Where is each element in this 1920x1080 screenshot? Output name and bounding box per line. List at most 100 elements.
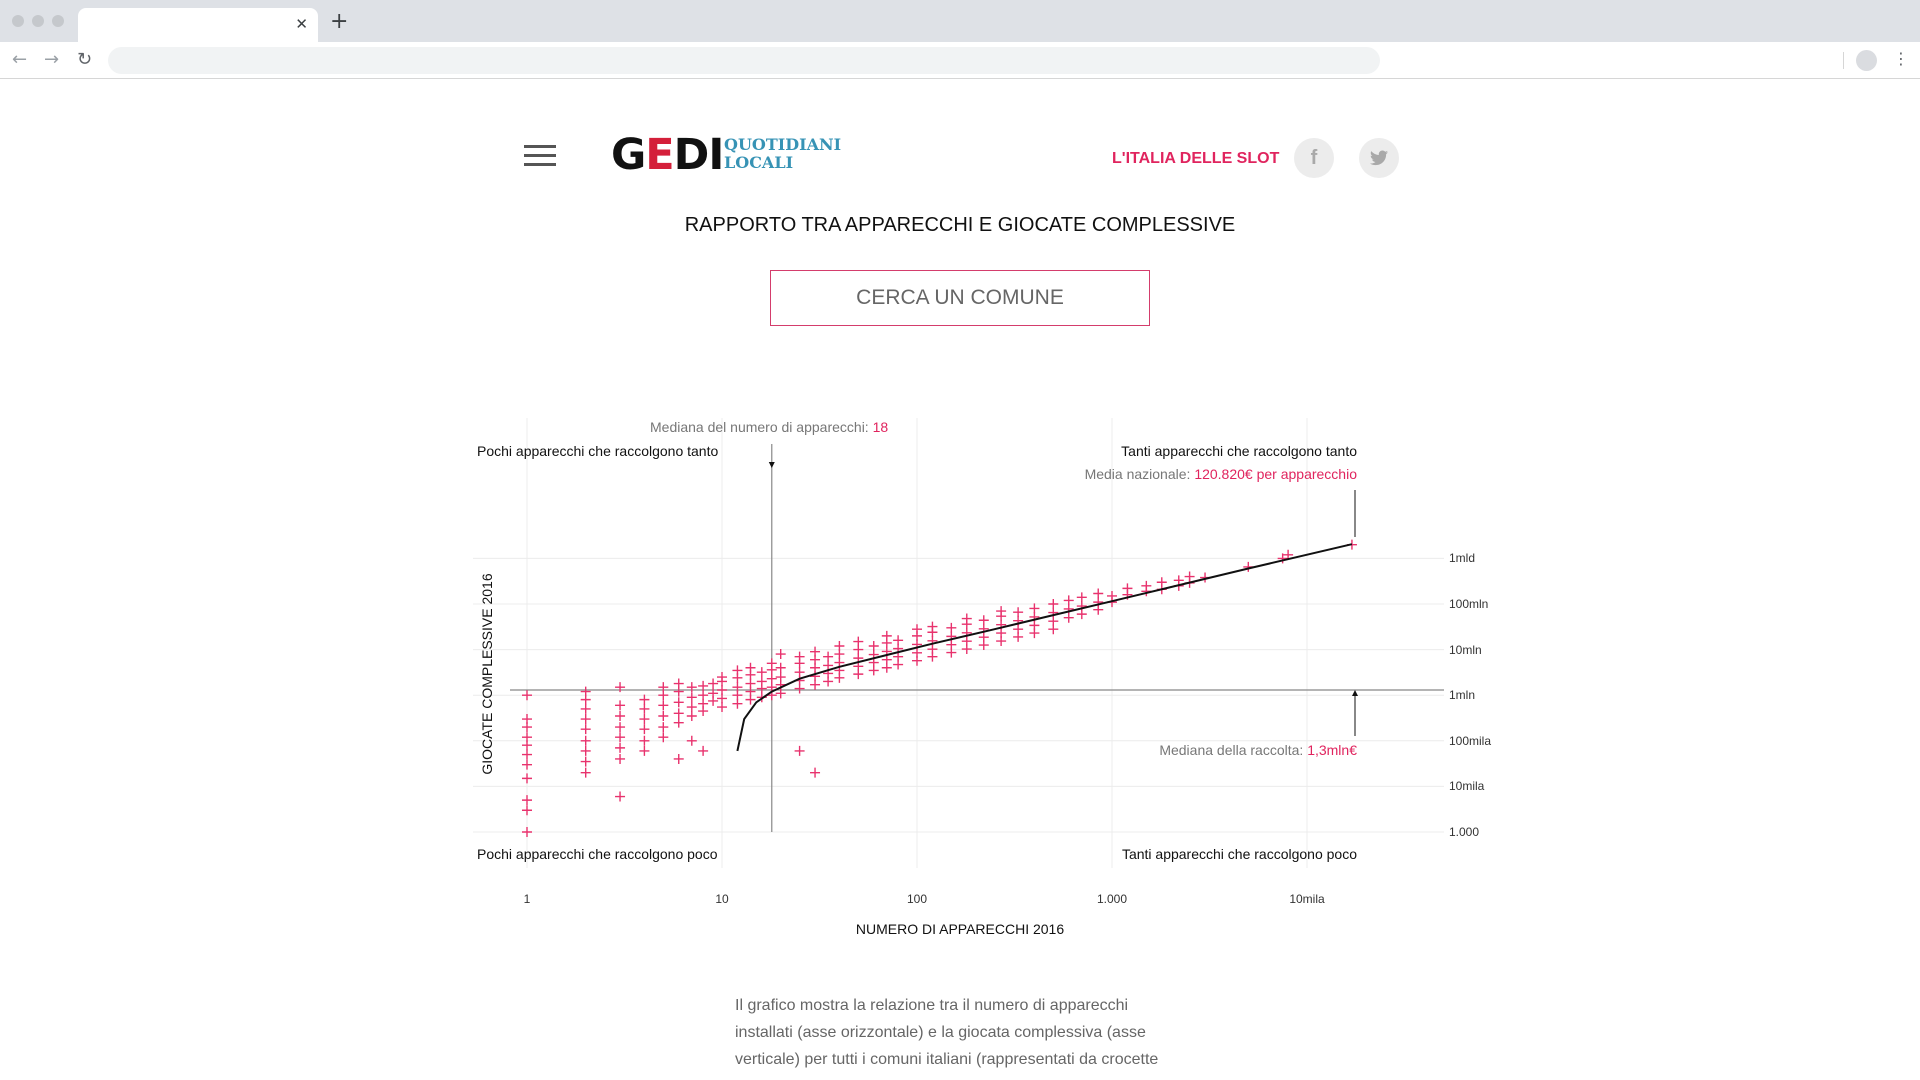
scatter-point bbox=[794, 683, 805, 694]
browser-menu-icon[interactable]: ⋮ bbox=[1893, 49, 1909, 68]
scatter-point bbox=[775, 662, 786, 673]
scatter-point bbox=[658, 700, 669, 711]
chart-description: Il grafico mostra la relazione tra il nu… bbox=[735, 997, 1159, 1068]
national-average-label: Media nazionale: bbox=[1084, 466, 1195, 482]
scatter-point bbox=[698, 745, 709, 756]
scatter-point bbox=[686, 682, 697, 693]
x-tick-label: 10 bbox=[715, 892, 729, 906]
scatter-point bbox=[522, 740, 532, 751]
scatter-point bbox=[1048, 599, 1059, 609]
scatter-point bbox=[868, 640, 879, 651]
scatter-point bbox=[708, 678, 719, 689]
new-tab-icon[interactable]: + bbox=[330, 9, 349, 34]
median-collection-arrow bbox=[1352, 690, 1358, 696]
scatter-point bbox=[868, 665, 879, 676]
reload-icon[interactable]: ↻ bbox=[77, 49, 93, 70]
scatter-point bbox=[522, 759, 532, 770]
logo-subtitle-line1: QUOTIDIANI bbox=[724, 135, 842, 154]
y-tick-label: 10mila bbox=[1449, 779, 1485, 794]
scatter-point bbox=[823, 676, 834, 687]
quadrant-top-right-label: Tanti apparecchi che raccolgono tanto bbox=[1121, 443, 1357, 459]
scatter-point bbox=[1076, 609, 1087, 620]
scatter-point bbox=[639, 735, 650, 746]
y-tick-label: 1mln bbox=[1449, 688, 1476, 703]
scatter-point bbox=[978, 615, 989, 626]
scatter-point bbox=[639, 694, 650, 705]
national-average-value: 120.820€ per apparecchio bbox=[1194, 466, 1357, 482]
profile-avatar-icon[interactable] bbox=[1856, 50, 1877, 71]
x-tick-label: 1.000 bbox=[1096, 892, 1128, 906]
facebook-share-button[interactable]: f bbox=[1294, 138, 1334, 178]
scatter-point bbox=[732, 690, 743, 701]
scatter-point bbox=[658, 682, 669, 693]
toolbar-divider bbox=[1843, 52, 1844, 69]
scatter-point bbox=[580, 735, 591, 746]
gedi-logo[interactable]: GEDI bbox=[611, 130, 724, 180]
median-devices-annotation: Mediana del numero di apparecchi: 18 bbox=[650, 418, 888, 436]
scatter-point bbox=[775, 649, 786, 660]
scatter-point bbox=[775, 688, 786, 699]
scatter-point bbox=[717, 702, 727, 713]
scatter-point bbox=[927, 651, 938, 662]
twitter-share-button[interactable] bbox=[1359, 138, 1399, 178]
scatter-point bbox=[580, 756, 591, 767]
scatter-point bbox=[1093, 588, 1104, 599]
search-municipality-button[interactable]: CERCA UN COMUNE bbox=[770, 270, 1150, 326]
scatter-point bbox=[834, 672, 845, 683]
scatter-point bbox=[717, 685, 727, 696]
scatter-point bbox=[978, 640, 989, 651]
window-close-dot[interactable] bbox=[12, 15, 24, 27]
x-tick-label: 10mila bbox=[1289, 892, 1325, 906]
scatter-point bbox=[794, 667, 805, 678]
scatter-point bbox=[893, 659, 904, 670]
quadrant-bottom-left-label: Pochi apparecchi che raccolgono poco bbox=[477, 846, 718, 862]
scatter-point bbox=[717, 672, 727, 683]
scatter-point bbox=[658, 722, 669, 733]
scatter-point bbox=[615, 742, 626, 753]
browser-tab[interactable]: ✕ bbox=[78, 8, 318, 42]
logo-subtitle-line2: LOCALI bbox=[724, 153, 794, 172]
median-devices-arrow bbox=[768, 462, 775, 468]
scatter-point bbox=[639, 703, 650, 714]
twitter-icon bbox=[1370, 150, 1388, 166]
forward-arrow-icon[interactable]: → bbox=[44, 49, 60, 70]
window-maximize-dot[interactable] bbox=[52, 15, 64, 27]
hamburger-menu-icon[interactable] bbox=[524, 145, 556, 167]
scatter-point bbox=[673, 753, 684, 764]
scatter-point bbox=[794, 745, 805, 756]
scatter-point bbox=[580, 767, 591, 778]
italia-delle-slot-link[interactable]: L'ITALIA DELLE SLOT bbox=[1112, 150, 1280, 167]
scatter-point bbox=[639, 724, 650, 735]
median-devices-value: 18 bbox=[872, 419, 889, 435]
window-minimize-dot[interactable] bbox=[32, 15, 44, 27]
page-title: RAPPORTO TRA APPARECCHI E GIOCATE COMPLE… bbox=[684, 214, 1236, 236]
scatter-point bbox=[615, 732, 626, 743]
scatter-point bbox=[1063, 595, 1074, 606]
address-bar[interactable] bbox=[108, 47, 1380, 74]
x-tick-label: 1 bbox=[523, 892, 531, 906]
scatter-point bbox=[522, 749, 532, 760]
scatter-point bbox=[686, 735, 697, 746]
back-arrow-icon[interactable]: ← bbox=[12, 49, 28, 70]
y-tick-label: 100mln bbox=[1449, 597, 1489, 611]
scatter-point bbox=[522, 722, 532, 733]
scatter-point bbox=[673, 678, 684, 689]
scatter-point bbox=[1029, 603, 1040, 614]
median-collection-annotation: Mediana della raccolta: 1,3mln€ bbox=[1159, 741, 1357, 759]
scatter-point bbox=[522, 805, 532, 816]
scatter-point bbox=[1013, 631, 1024, 642]
scatter-point bbox=[996, 636, 1007, 647]
scatter-point bbox=[686, 702, 697, 713]
scatter-point bbox=[893, 635, 904, 646]
national-average-annotation: Media nazionale: 120.820€ per apparecchi… bbox=[1085, 465, 1357, 483]
scatter-point bbox=[639, 745, 650, 756]
scatter-point bbox=[996, 606, 1007, 617]
scatter-point bbox=[810, 679, 821, 690]
scatter-point bbox=[946, 622, 957, 633]
scatter-point bbox=[673, 697, 684, 708]
scatter-point bbox=[756, 667, 767, 678]
tab-close-icon[interactable]: ✕ bbox=[295, 15, 308, 33]
scatter-point bbox=[686, 692, 697, 703]
scatter-point bbox=[673, 708, 684, 719]
